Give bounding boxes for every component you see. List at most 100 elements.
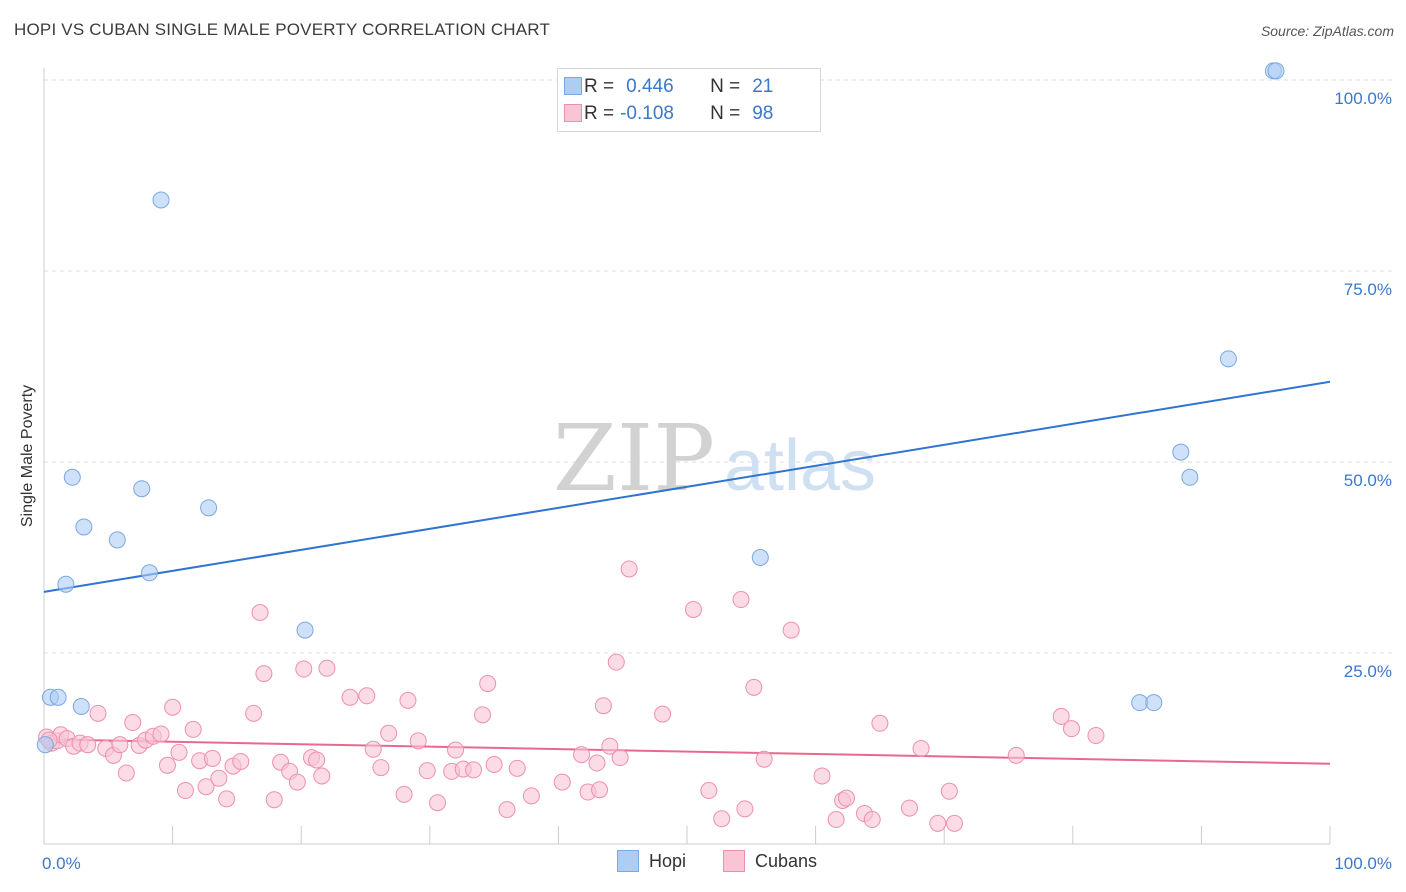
- cuban-point-58: [485, 756, 503, 774]
- cuban-point-70: [611, 749, 629, 767]
- x-tick-label-0: 0.0%: [42, 854, 81, 873]
- cuban-point-36: [288, 773, 306, 791]
- cuban-point-88: [900, 799, 918, 817]
- cuban-point-92: [945, 814, 963, 832]
- hopi-point-15: [1145, 694, 1163, 712]
- legend-hopi-swatch: [617, 850, 639, 872]
- cuban-point-63: [573, 746, 591, 764]
- cuban-point-76: [732, 591, 750, 609]
- cuban-point-17: [152, 725, 170, 743]
- cuban-point-75: [713, 810, 731, 828]
- cuban-point-89: [912, 740, 930, 757]
- cubans-r-label: R =: [584, 103, 615, 124]
- hopi-point-13: [751, 549, 769, 566]
- hopi-point-6: [75, 518, 93, 536]
- hopi-point-16: [1172, 443, 1190, 461]
- cuban-point-67: [594, 697, 612, 715]
- cuban-point-51: [429, 794, 447, 812]
- cuban-point-50: [418, 762, 436, 780]
- cuban-point-77: [736, 800, 754, 818]
- cuban-point-62: [553, 773, 571, 791]
- cuban-point-90: [929, 814, 947, 832]
- hopi-point-7: [108, 531, 126, 549]
- y-tick-label-50: 50.0%: [1344, 471, 1392, 490]
- hopi-point-2: [49, 688, 67, 706]
- trend-lines: [43, 380, 1331, 765]
- cuban-point-74: [700, 782, 718, 800]
- legend-hopi-label: Hopi: [649, 850, 687, 871]
- cubans-r-value: -0.108: [620, 103, 674, 124]
- cuban-point-78: [745, 678, 763, 696]
- cuban-point-69: [607, 653, 625, 671]
- cuban-point-39: [308, 751, 326, 769]
- cuban-point-32: [255, 665, 273, 683]
- hopi-point-0: [36, 736, 54, 754]
- cuban-point-45: [372, 759, 390, 777]
- cuban-point-41: [318, 659, 336, 677]
- watermark-atlas: atlas: [724, 426, 876, 506]
- hopi-n-value: 21: [752, 76, 774, 97]
- cuban-point-80: [782, 621, 800, 639]
- cuban-point-8: [89, 704, 107, 722]
- cuban-point-57: [479, 675, 497, 693]
- cuban-point-86: [863, 811, 881, 829]
- cubans-n-label: N =: [710, 103, 741, 124]
- cuban-point-40: [313, 767, 331, 785]
- hopi-point-5: [72, 697, 90, 715]
- cubans-swatch: [564, 104, 582, 122]
- cuban-point-93: [1007, 746, 1025, 764]
- cubans-n-value: 98: [752, 103, 774, 124]
- data-points: [36, 62, 1285, 832]
- legend-cubans-label: Cubans: [755, 850, 818, 871]
- cuban-point-31: [251, 604, 269, 622]
- cuban-point-12: [117, 764, 135, 782]
- hopi-point-10: [152, 191, 170, 209]
- tick-labels: 25.0% 50.0% 75.0% 100.0% 0.0% 100.0%: [42, 89, 1392, 873]
- cuban-point-25: [203, 749, 221, 767]
- chart-title: HOPI VS CUBAN SINGLE MALE POVERTY CORREL…: [14, 20, 551, 39]
- hopi-r-label: R =: [584, 76, 615, 97]
- hopi-point-17: [1181, 468, 1199, 486]
- cuban-point-26: [210, 769, 228, 787]
- cuban-point-53: [447, 741, 465, 759]
- correlation-legend: R = 0.446 N = 21 R = -0.108 N = 98: [557, 68, 821, 132]
- cuban-trend-line: [43, 738, 1331, 765]
- watermark-zip: ZIP: [553, 405, 715, 512]
- y-tick-label-75: 75.0%: [1344, 280, 1392, 299]
- cuban-point-61: [522, 787, 540, 805]
- cuban-point-30: [245, 704, 263, 722]
- cuban-point-42: [341, 688, 359, 706]
- cuban-point-29: [232, 752, 250, 770]
- legend-row-hopi: R = 0.446 N = 21: [564, 75, 774, 99]
- hopi-point-9: [140, 564, 158, 582]
- hopi-swatch: [564, 77, 582, 95]
- cuban-point-71: [620, 560, 638, 578]
- cuban-point-49: [409, 732, 427, 750]
- cuban-point-82: [827, 811, 845, 829]
- y-tick-label-25: 25.0%: [1344, 662, 1392, 681]
- cuban-point-81: [813, 767, 831, 785]
- hopi-point-14: [1131, 694, 1149, 712]
- cuban-point-43: [358, 687, 376, 705]
- cuban-point-37: [295, 660, 313, 678]
- watermark: ZIP atlas: [553, 405, 876, 512]
- cuban-point-73: [684, 600, 702, 618]
- cuban-point-59: [498, 801, 516, 819]
- hopi-point-18: [1219, 350, 1237, 368]
- cuban-point-21: [176, 782, 194, 800]
- cuban-point-13: [124, 714, 142, 732]
- cuban-point-27: [218, 790, 236, 808]
- cuban-point-68: [601, 737, 619, 755]
- hopi-trend-line: [43, 380, 1331, 593]
- hopi-point-20: [1267, 62, 1285, 80]
- hopi-point-8: [133, 480, 151, 498]
- cuban-point-95: [1063, 720, 1081, 738]
- hopi-r-value: 0.446: [626, 76, 674, 97]
- cuban-point-55: [465, 761, 483, 779]
- cuban-point-56: [474, 706, 492, 724]
- cuban-point-65: [588, 754, 606, 772]
- cuban-point-94: [1052, 707, 1070, 725]
- y-tick-label-100: 100.0%: [1334, 89, 1392, 108]
- source-label: Source: ZipAtlas.com: [1260, 23, 1394, 39]
- cuban-point-79: [755, 750, 773, 768]
